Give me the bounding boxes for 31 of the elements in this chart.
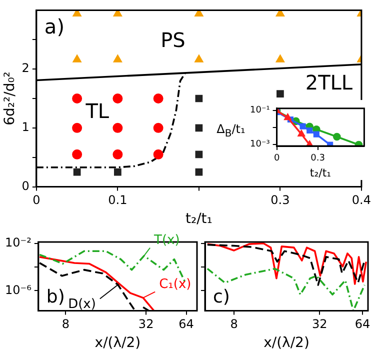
- x-tick-label: 8: [62, 317, 70, 332]
- annotation: PS: [160, 28, 186, 52]
- x-tick-label: 0.3: [310, 154, 325, 164]
- series-label: C₁(x): [159, 277, 192, 292]
- annotation: b): [46, 286, 65, 308]
- y-tick-label: 10⁻¹: [250, 106, 270, 116]
- legend-label: D(x): [68, 297, 96, 312]
- x-axis-title: t₂/t₁: [185, 211, 212, 228]
- y-tick-label: 0: [22, 178, 30, 193]
- x-tick-label: 32: [312, 317, 328, 332]
- y-tick-label: 1: [22, 120, 30, 134]
- y-tick-label: 10⁻³: [250, 140, 270, 150]
- x-tick-label: 0.1: [108, 193, 128, 208]
- x-tick-label: 32: [138, 317, 154, 332]
- x-axis-title: t₂/t₁: [310, 166, 332, 180]
- y-tick-label: 10⁻⁶: [4, 282, 32, 297]
- x-tick-label: 8: [230, 317, 238, 332]
- x-tick-label: 64: [354, 317, 370, 332]
- y-axis-title: 6d₂²/d₀²: [2, 72, 18, 126]
- annotation: a): [44, 14, 64, 38]
- x-axis-title: x/(λ/2): [94, 335, 141, 352]
- x-tick-label: 0.4: [352, 193, 372, 208]
- y-tick-label: 2: [22, 61, 30, 76]
- y-axis-title: Δ$_{B}$/t₁: [216, 122, 246, 142]
- x-axis-title: x/(λ/2): [264, 335, 310, 352]
- x-tick-label: 64: [178, 317, 194, 332]
- annotation: c): [213, 286, 230, 308]
- annotation: 2TLL: [305, 70, 354, 95]
- y-tick-label: 10⁻²: [4, 235, 32, 250]
- annotation: TL: [84, 98, 110, 123]
- x-tick-label: 0.3: [270, 193, 290, 208]
